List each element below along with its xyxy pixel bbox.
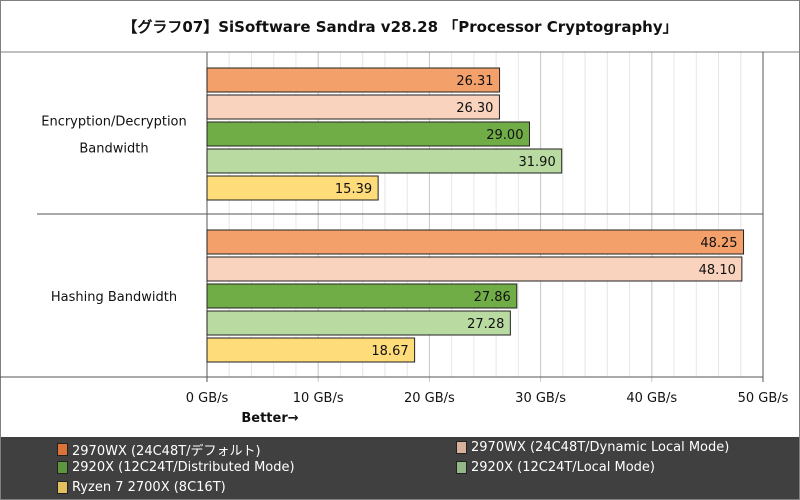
category-label: Encryption/Decryption — [41, 115, 187, 130]
x-tick-label: 10 GB/s — [293, 391, 344, 406]
x-tick-label: 20 GB/s — [404, 391, 455, 406]
bar — [206, 148, 563, 174]
legend-swatch — [57, 443, 68, 456]
bar-chart: 0 GB/s 10 GB/s 20 GB/s 30 GB/s 40 GB/s 50 GB/… — [0, 51, 800, 426]
legend-label: 2920X (12C24T/Distributed Mode) — [72, 460, 295, 475]
data-label: 29.00 — [486, 128, 523, 143]
bar — [206, 229, 745, 255]
legend-swatch — [456, 441, 467, 454]
bar — [206, 310, 511, 336]
legend-label: Ryzen 7 2700X (8C16T) — [72, 480, 226, 495]
legend: 2970WX (24C48T/デフォルト) 2970WX (24C48T/Dyna… — [1, 437, 799, 499]
data-label: 26.30 — [456, 101, 493, 116]
category-label: Bandwidth — [79, 142, 148, 157]
data-label: 48.25 — [700, 236, 737, 251]
bar — [206, 283, 518, 309]
data-label: 27.28 — [467, 317, 504, 332]
legend-item: Ryzen 7 2700X (8C16T) — [57, 480, 226, 495]
x-axis-label: Better→ — [241, 411, 298, 426]
legend-label: 2970WX (24C48T/Dynamic Local Mode) — [471, 440, 730, 455]
data-label: 31.90 — [519, 155, 556, 170]
legend-item: 2920X (12C24T/Local Mode) — [456, 460, 655, 475]
legend-label: 2920X (12C24T/Local Mode) — [471, 460, 655, 475]
chart-title: 【グラフ07】SiSoftware Sandra v28.28 「Process… — [122, 18, 678, 36]
data-label: 26.31 — [456, 74, 493, 89]
legend-label: 2970WX (24C48T/デフォルト) — [72, 444, 261, 459]
bar — [206, 256, 743, 282]
bar — [206, 94, 500, 120]
legend-item: 2920X (12C24T/Distributed Mode) — [57, 460, 295, 475]
legend-item: 2970WX (24C48T/Dynamic Local Mode) — [456, 440, 729, 455]
x-tick-label: 30 GB/s — [515, 391, 566, 406]
category-label: Hashing Bandwidth — [51, 290, 177, 305]
legend-item: 2970WX (24C48T/デフォルト) — [57, 440, 261, 459]
x-tick-label: 40 GB/s — [626, 391, 677, 406]
legend-swatch — [456, 461, 467, 474]
legend-swatch — [57, 481, 68, 494]
legend-swatch — [57, 461, 68, 474]
data-label: 18.67 — [371, 344, 408, 359]
bar — [206, 337, 416, 363]
x-tick-label: 0 GB/s — [186, 391, 229, 406]
bar — [206, 175, 379, 201]
bar — [206, 121, 530, 147]
data-label: 27.86 — [474, 290, 511, 305]
x-tick-label: 50 GB/s — [738, 391, 789, 406]
data-label: 15.39 — [335, 182, 372, 197]
bar — [206, 67, 501, 93]
data-label: 48.10 — [699, 263, 736, 278]
